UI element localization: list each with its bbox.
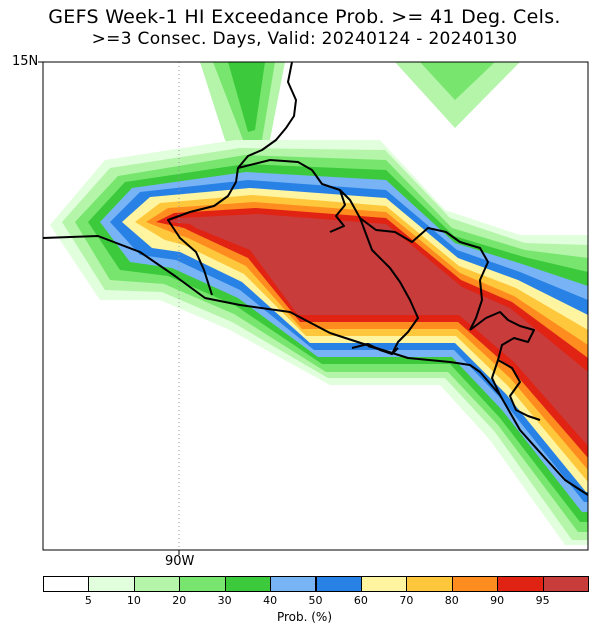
colorbar-tick-label: 90: [490, 594, 505, 607]
longitude-label: 90W: [165, 554, 195, 569]
colorbar-title: Prob. (%): [276, 610, 333, 624]
colorbar-cell: [43, 576, 90, 592]
colorbar-cell: [451, 576, 499, 592]
colorbar-cell: [270, 576, 317, 592]
colorbar-tick-label: 80: [444, 594, 459, 607]
colorbar-tick-label: 70: [399, 594, 414, 607]
colorbar-cell: [542, 576, 589, 592]
colorbar-tick-label: 10: [126, 594, 141, 607]
colorbar-tick-label: 30: [217, 594, 232, 607]
colorbar-tick-label: 5: [84, 594, 92, 607]
eastern-border: [497, 359, 541, 421]
band-80pct: [146, 202, 588, 470]
map-title: GEFS Week-1 HI Exceedance Prob. >= 41 De…: [48, 6, 561, 28]
colorbar-tick-label: 40: [263, 594, 278, 607]
latitude-label: 15N: [12, 54, 39, 69]
colorbar-cell: [224, 576, 272, 592]
mexico-guatemala-border: [167, 62, 297, 296]
colorbar-cell: [406, 576, 453, 592]
map-frame: [42, 61, 589, 551]
lake-region: [469, 311, 535, 396]
colorbar-cell: [179, 576, 226, 592]
colorbar-cell: [315, 576, 362, 592]
coastline-borders: [43, 62, 588, 496]
colorbar-tick-label: 95: [535, 594, 550, 607]
map-subtitle: >=3 Consec. Days, Valid: 20240124 - 2024…: [91, 29, 518, 49]
north-green-region: [200, 62, 520, 155]
colorbar-cell: [133, 576, 181, 592]
inner-border: [329, 189, 346, 233]
band-90pct: [156, 208, 588, 458]
bay-outline: [351, 343, 399, 355]
colorbar-tick-label: 20: [172, 594, 187, 607]
colorbar-tick-label: 50: [308, 594, 323, 607]
colorbar: [43, 576, 589, 592]
colorbar-cell: [497, 576, 544, 592]
colorbar-tick-label: 60: [353, 594, 368, 607]
gulf-coast: [237, 159, 489, 331]
band-95pct: [168, 214, 588, 446]
colorbar-cell: [360, 576, 408, 592]
colorbar-cell: [88, 576, 135, 592]
